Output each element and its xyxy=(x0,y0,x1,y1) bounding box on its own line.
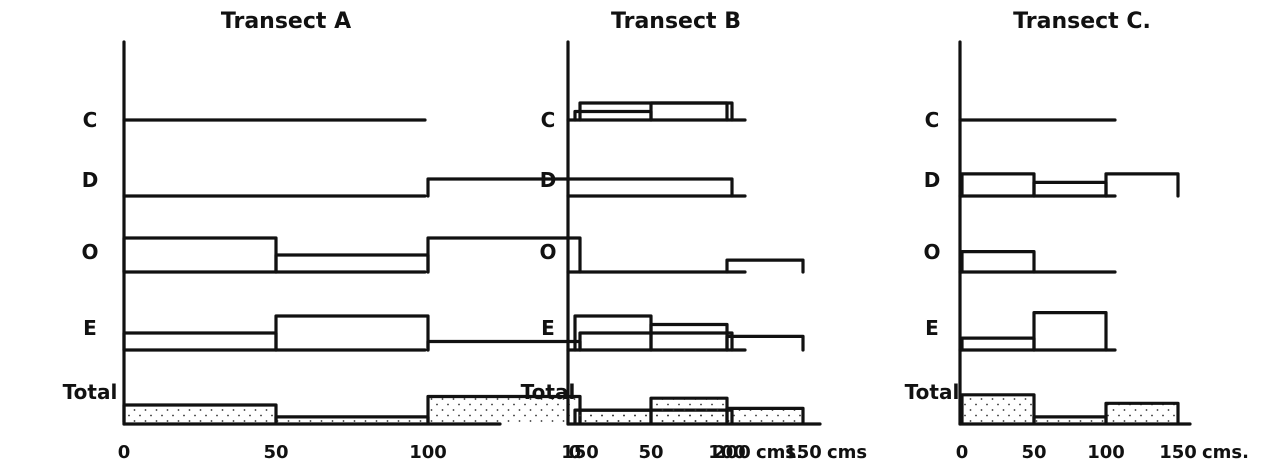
row-label: Total xyxy=(905,380,960,404)
species-row: C xyxy=(925,108,1117,132)
species-row: C xyxy=(541,101,747,132)
segment-fill xyxy=(124,405,276,422)
segment-fill xyxy=(428,396,580,422)
species-row: E xyxy=(925,311,1117,352)
abundance-segment xyxy=(426,236,582,274)
abundance-segment xyxy=(122,331,278,352)
x-tick-label: 100 xyxy=(1087,442,1125,463)
x-tick-label: 200 xyxy=(713,442,751,463)
abundance-segment xyxy=(649,101,729,122)
species-row: C xyxy=(83,101,734,132)
chart-title: Transect B xyxy=(611,9,741,34)
abundance-segment xyxy=(274,253,430,274)
segment-fill xyxy=(1034,416,1106,422)
x-tick-label: 0 xyxy=(569,442,582,463)
abundance-segment xyxy=(122,403,278,424)
row-label: E xyxy=(925,316,939,340)
abundance-segment xyxy=(960,393,1036,424)
segment-fill xyxy=(962,394,1034,422)
row-label: D xyxy=(82,168,99,192)
x-tick-label: 0 xyxy=(956,442,969,463)
chart-title: Transect C. xyxy=(1013,9,1151,34)
species-row: E xyxy=(83,314,734,352)
x-tick-label: 100 xyxy=(708,442,746,463)
species-row: D xyxy=(540,168,747,198)
abundance-segment xyxy=(960,336,1036,352)
segment-fill xyxy=(1106,403,1178,422)
row-label: D xyxy=(540,168,557,192)
x-tick-label: 150 xyxy=(561,442,599,463)
species-row: O xyxy=(539,240,805,274)
species-row: O xyxy=(81,236,582,274)
species-row: Total xyxy=(521,380,805,424)
species-row: Total xyxy=(905,380,1180,424)
row-label: O xyxy=(539,240,556,264)
chart-title: Transect A xyxy=(221,9,351,34)
transect-panel: Transect C. C D O E Total 0 50 100 150 cms. xyxy=(905,9,1249,463)
abundance-segment xyxy=(960,172,1036,198)
abundance-segment xyxy=(725,258,805,274)
row-label: D xyxy=(924,168,941,192)
species-row: D xyxy=(924,168,1180,198)
x-tick-label: 0 xyxy=(118,442,131,463)
x-tick-label: 150 xyxy=(784,442,822,463)
transect-panel: Transect A C D O E Total 0 50 100 150 200 cms. xyxy=(63,9,803,463)
row-label: E xyxy=(83,316,97,340)
row-label: C xyxy=(541,108,556,132)
x-tick-label: 150 xyxy=(1159,442,1197,463)
abundance-segment xyxy=(725,406,805,424)
abundance-segment xyxy=(1104,172,1180,198)
abundance-segment xyxy=(274,314,430,352)
row-label: O xyxy=(81,240,98,264)
segment-fill xyxy=(276,416,428,422)
species-row: D xyxy=(82,168,734,198)
x-tick-label: 50 xyxy=(638,442,663,463)
abundance-segment xyxy=(426,339,582,352)
abundance-segment xyxy=(649,322,729,352)
row-label: C xyxy=(83,108,98,132)
segment-fill xyxy=(575,410,651,422)
x-unit-label: cms xyxy=(827,442,867,463)
segment-fill xyxy=(727,408,803,422)
species-row: E xyxy=(541,314,805,352)
x-unit-label: cms. xyxy=(1202,442,1249,463)
abundance-segment xyxy=(960,250,1036,274)
abundance-segment xyxy=(1032,180,1108,198)
segment-fill xyxy=(651,398,727,422)
x-tick-label: 100 xyxy=(409,442,447,463)
row-label: Total xyxy=(63,380,118,404)
row-label: O xyxy=(923,240,940,264)
abundance-segment xyxy=(1104,401,1180,424)
species-row: O xyxy=(923,240,1117,274)
x-tick-label: 50 xyxy=(1021,442,1046,463)
row-label: E xyxy=(541,316,555,340)
abundance-segment xyxy=(1032,311,1108,352)
row-label: Total xyxy=(521,380,576,404)
abundance-segment xyxy=(426,177,734,198)
abundance-segment xyxy=(725,334,805,352)
row-label: C xyxy=(925,108,940,132)
abundance-segment xyxy=(578,331,734,352)
abundance-segment xyxy=(122,236,278,274)
x-unit-label: cms. xyxy=(756,442,803,463)
x-tick-label: 50 xyxy=(263,442,288,463)
